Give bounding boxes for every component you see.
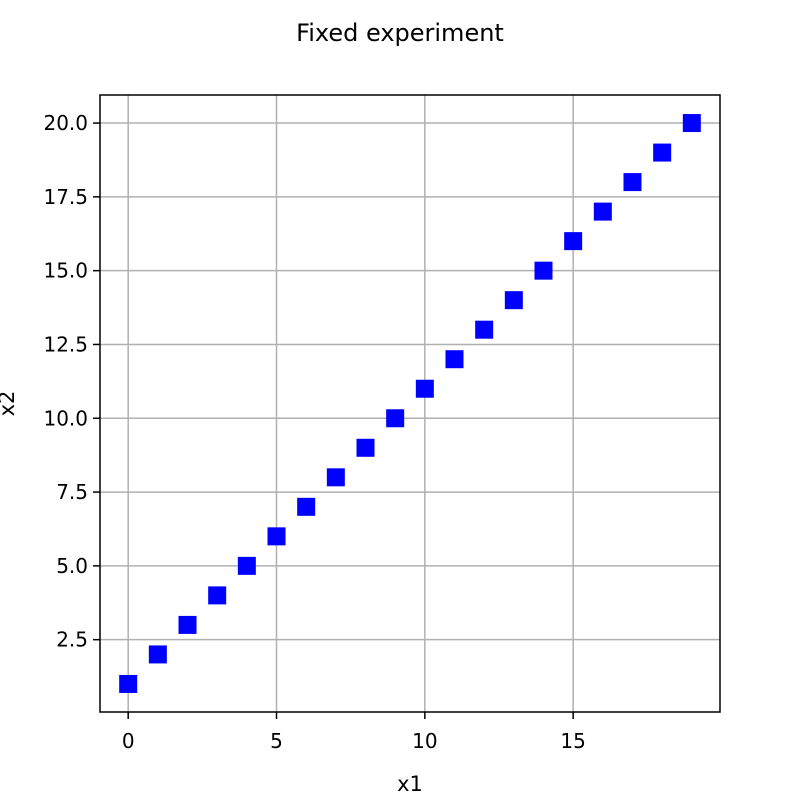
x-tick-label: 0 [122, 729, 135, 753]
data-point [653, 143, 672, 162]
data-point [386, 409, 405, 428]
data-point [415, 379, 434, 398]
plot-frame [99, 94, 721, 713]
y-tick-label: 17.5 [43, 185, 88, 209]
y-tick-label: 12.5 [43, 332, 88, 356]
y-tick-label: 7.5 [56, 480, 88, 504]
data-point [504, 291, 523, 310]
data-point [297, 497, 316, 516]
chart-title: Fixed experiment [296, 19, 504, 47]
data-point [623, 173, 642, 192]
data-point [148, 645, 167, 664]
data-point [178, 615, 197, 634]
data-point [237, 556, 256, 575]
x-tick-label: 15 [560, 729, 585, 753]
data-point [208, 586, 227, 605]
y-tick-label: 5.0 [56, 554, 88, 578]
y-axis-label: x2 [0, 391, 19, 417]
x-tick-label: 10 [412, 729, 437, 753]
y-tick-label: 15.0 [43, 259, 88, 283]
data-point [475, 320, 494, 339]
x-axis-label: x1 [397, 772, 423, 796]
y-tick-label: 10.0 [43, 406, 88, 430]
data-points [119, 114, 701, 693]
x-axis: 0 5 10 15 [122, 712, 586, 753]
data-point [564, 232, 583, 251]
y-tick-label: 2.5 [56, 628, 88, 652]
data-point [445, 350, 464, 369]
y-axis: 2.5 5.0 7.5 10.0 12.5 15.0 17.5 20.0 [43, 111, 100, 652]
data-point [326, 468, 345, 487]
data-point [682, 114, 701, 133]
grid [100, 95, 720, 712]
data-point [356, 438, 375, 457]
data-point [119, 674, 138, 693]
y-tick-label: 20.0 [43, 111, 88, 135]
x-tick-label: 5 [270, 729, 283, 753]
data-point [534, 261, 553, 280]
data-point [593, 202, 612, 221]
data-point [267, 527, 286, 546]
